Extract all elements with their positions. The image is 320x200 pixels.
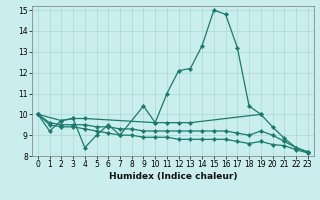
X-axis label: Humidex (Indice chaleur): Humidex (Indice chaleur): [108, 172, 237, 181]
